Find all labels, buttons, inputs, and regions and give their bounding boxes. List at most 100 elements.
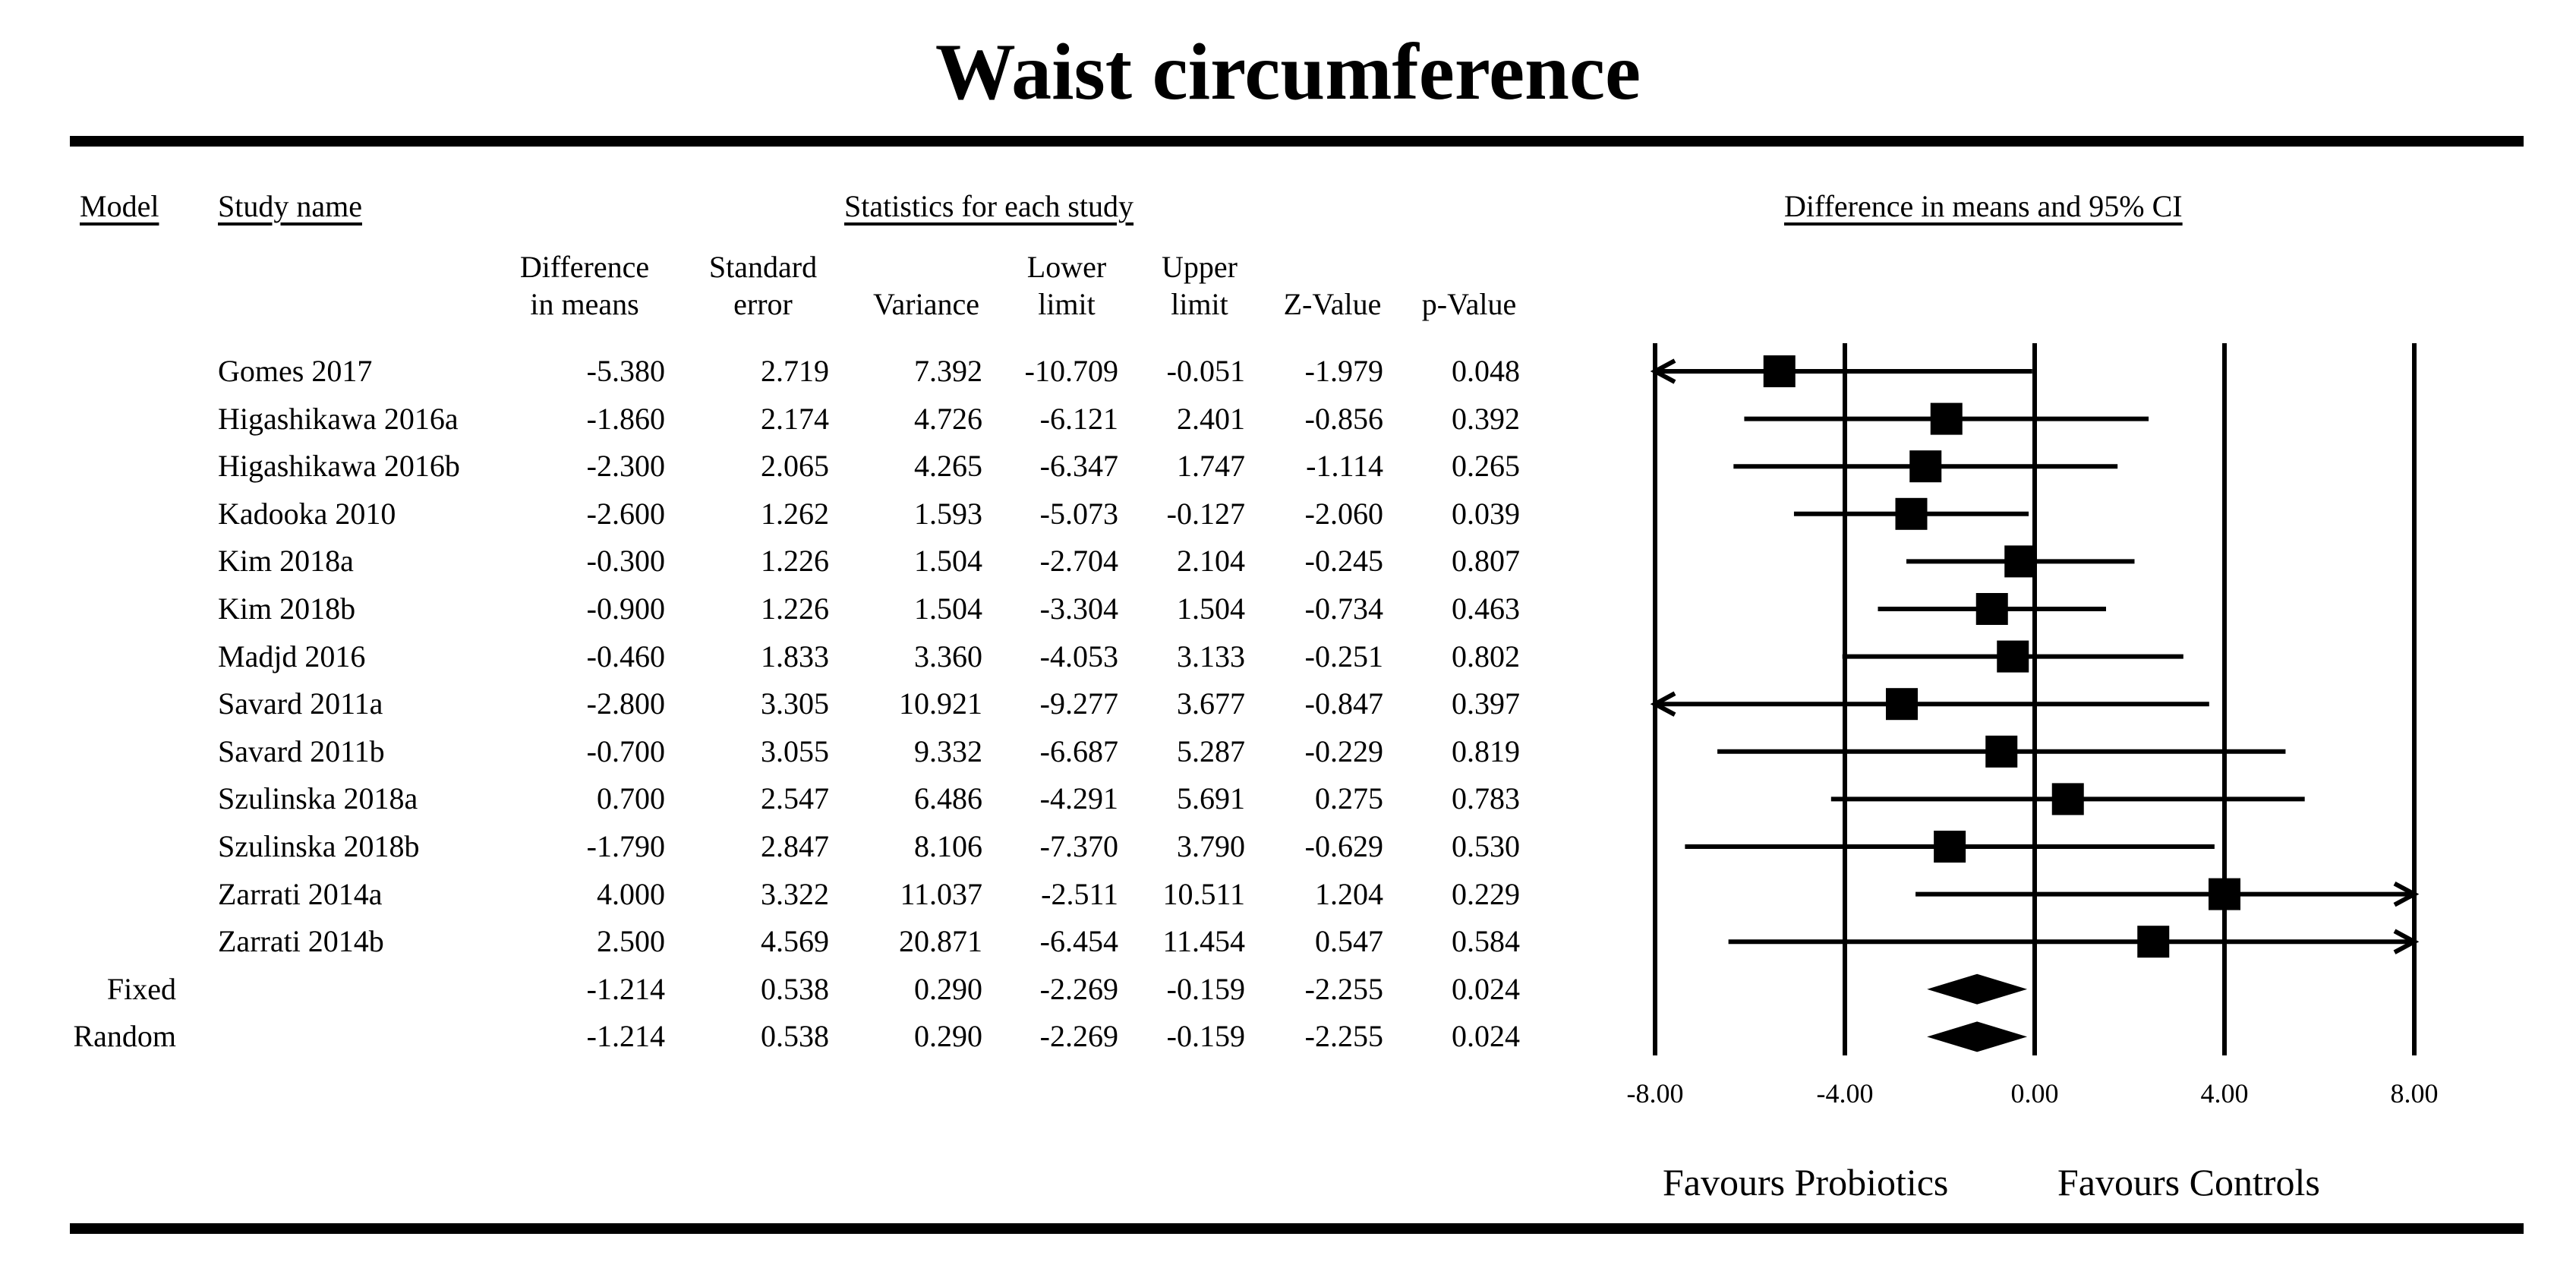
study-lower-value: -9.277 [1039, 686, 1118, 721]
study-upper-value: 10.511 [1162, 876, 1245, 911]
study-lower-value: -6.454 [1039, 924, 1118, 959]
study-lower-value: -6.347 [1039, 449, 1118, 484]
col-header-variance-line1: Variance [873, 287, 979, 321]
study-upper-value: 2.104 [1177, 544, 1245, 579]
ci-arrow [1650, 358, 1676, 384]
study-se-value: 2.174 [761, 401, 829, 436]
chart-title: Waist circumference [935, 27, 1641, 116]
study-var-value: 1.504 [914, 591, 982, 626]
col-header-se-line1: Standard [708, 250, 818, 284]
study-var-value: 4.265 [914, 449, 982, 484]
study-var-value: 9.332 [914, 733, 982, 768]
study-z-value: 0.275 [1315, 781, 1383, 816]
study-var-value: 4.726 [914, 401, 982, 436]
study-name-header: Study name [218, 189, 362, 223]
study-upper-value: 3.133 [1177, 639, 1245, 674]
ci-arrow [2393, 881, 2420, 907]
study-lower-value: -4.291 [1039, 781, 1118, 816]
study-z-value: -0.734 [1304, 591, 1383, 626]
study-point-square [2051, 783, 2084, 815]
study-diff-value: -0.700 [586, 733, 665, 768]
study-diff-value: -2.600 [586, 496, 665, 531]
study-point-square [1975, 593, 2008, 625]
col-header-p: p-Value [1401, 285, 1537, 323]
statistics-header: Statistics for each study [844, 189, 1134, 223]
study-var-value: 20.871 [899, 924, 982, 959]
col-header-diff: Difference in means [493, 248, 676, 323]
bottom-rule [70, 1223, 2524, 1234]
model-header: Model [80, 189, 159, 223]
study-se-value: 3.305 [761, 686, 829, 721]
ci-arrow [2393, 929, 2420, 954]
study-p-value: 0.463 [1452, 591, 1520, 626]
study-upper-value: -0.127 [1166, 496, 1245, 531]
col-header-lower-line1: Lower [1026, 250, 1107, 284]
study-z-value: -1.979 [1304, 354, 1383, 388]
study-diff-value: -0.300 [586, 544, 665, 579]
study-point-square [1930, 402, 1963, 435]
study-name: Zarrati 2014b [218, 924, 384, 959]
study-lower-value: -6.687 [1039, 733, 1118, 768]
study-diff-value: -2.800 [586, 686, 665, 721]
study-point-square [2209, 878, 2240, 910]
summary-diamond [1927, 973, 2028, 1005]
x-tick-label: -4.00 [1817, 1078, 1874, 1109]
study-name: Madjd 2016 [218, 639, 366, 674]
study-name: Savard 2011b [218, 733, 385, 768]
study-name: Szulinska 2018b [218, 829, 420, 863]
study-p-value: 0.584 [1452, 924, 1520, 959]
study-upper-value: 3.677 [1177, 686, 1245, 721]
study-se-value: 1.226 [761, 591, 829, 626]
study-z-value: -0.229 [1304, 733, 1383, 768]
summary-diff-value: -1.214 [586, 1019, 665, 1054]
study-name: Kim 2018a [218, 544, 354, 579]
study-name: Szulinska 2018a [218, 781, 418, 816]
col-header-se: Standard error [687, 248, 839, 323]
col-header-lower: Lower limit [998, 248, 1135, 323]
study-p-value: 0.229 [1452, 876, 1520, 911]
summary-p-value: 0.024 [1452, 971, 1520, 1006]
col-header-diff-line1: Difference [519, 250, 650, 284]
col-header-upper-line1: Upper [1162, 250, 1238, 284]
study-point-square [2137, 926, 2170, 958]
x-tick-label: 4.00 [2201, 1078, 2249, 1109]
study-point-square [1934, 831, 1966, 863]
study-diff-value: -1.790 [586, 829, 665, 863]
summary-model-label: Random [73, 1019, 176, 1054]
study-z-value: -0.251 [1304, 639, 1383, 674]
study-var-value: 11.037 [900, 876, 982, 911]
summary-model-label: Fixed [106, 971, 176, 1006]
summary-var-value: 0.290 [914, 1019, 982, 1054]
x-tick-label: 8.00 [2391, 1078, 2439, 1109]
summary-diff-value: -1.214 [586, 971, 665, 1006]
col-header-diff-line2: in means [530, 287, 639, 321]
summary-upper-value: -0.159 [1166, 971, 1245, 1006]
summary-var-value: 0.290 [914, 971, 982, 1006]
study-lower-value: -5.073 [1039, 496, 1118, 531]
study-se-value: 3.322 [761, 876, 829, 911]
summary-p-value: 0.024 [1452, 1019, 1520, 1054]
summary-lower-value: -2.269 [1039, 971, 1118, 1006]
summary-upper-value: -0.159 [1166, 1019, 1245, 1054]
study-lower-value: -2.704 [1039, 544, 1118, 579]
study-var-value: 3.360 [914, 639, 982, 674]
col-header-z: Z-Value [1260, 285, 1405, 323]
study-lower-value: -3.304 [1039, 591, 1118, 626]
study-se-value: 1.226 [761, 544, 829, 579]
study-name: Higashikawa 2016b [218, 449, 460, 484]
study-var-value: 1.504 [914, 544, 982, 579]
col-header-lower-line2: limit [1038, 287, 1096, 321]
study-z-value: -2.060 [1304, 496, 1383, 531]
study-p-value: 0.397 [1452, 686, 1520, 721]
study-diff-value: 4.000 [597, 876, 665, 911]
study-upper-value: -0.051 [1166, 354, 1245, 388]
study-name: Kadooka 2010 [218, 496, 396, 531]
summary-se-value: 0.538 [761, 971, 829, 1006]
study-lower-value: -10.709 [1024, 354, 1118, 388]
top-rule [70, 136, 2524, 147]
col-header-upper: Upper limit [1135, 248, 1264, 323]
study-point-square [2004, 545, 2037, 578]
study-upper-value: 3.790 [1177, 829, 1245, 863]
study-name: Savard 2011a [218, 686, 383, 721]
